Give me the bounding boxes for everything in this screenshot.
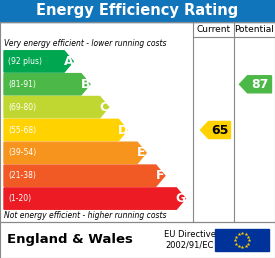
Polygon shape: [4, 142, 146, 164]
Text: (81-91): (81-91): [8, 80, 36, 89]
Text: D: D: [118, 124, 128, 136]
Bar: [0, 22, 275, 222]
Polygon shape: [4, 74, 90, 95]
Polygon shape: [4, 51, 73, 72]
Text: (69-80): (69-80): [8, 103, 36, 112]
Polygon shape: [4, 165, 165, 186]
Text: Not energy efficient - higher running costs: Not energy efficient - higher running co…: [4, 212, 166, 221]
Text: Potential: Potential: [235, 25, 274, 34]
Polygon shape: [4, 188, 185, 209]
Text: 65: 65: [211, 124, 228, 136]
Text: E: E: [138, 146, 146, 159]
Text: Very energy efficient - lower running costs: Very energy efficient - lower running co…: [4, 39, 166, 48]
Text: 87: 87: [251, 78, 268, 91]
Polygon shape: [200, 122, 230, 139]
Text: (21-38): (21-38): [8, 171, 36, 180]
Text: (55-68): (55-68): [8, 125, 36, 134]
Text: (39-54): (39-54): [8, 148, 36, 157]
Text: F: F: [156, 169, 164, 182]
Text: EU Directive
2002/91/EC: EU Directive 2002/91/EC: [164, 230, 216, 250]
Polygon shape: [4, 96, 109, 118]
Text: B: B: [81, 78, 90, 91]
Bar: [215, 229, 269, 251]
Bar: [0, 0, 275, 22]
Text: C: C: [100, 101, 109, 114]
Text: G: G: [176, 192, 186, 205]
Polygon shape: [240, 76, 271, 93]
Text: Energy Efficiency Rating: Energy Efficiency Rating: [36, 4, 239, 19]
Text: England & Wales: England & Wales: [7, 232, 133, 246]
Polygon shape: [4, 119, 127, 141]
Text: Current: Current: [196, 25, 230, 34]
Text: A: A: [64, 55, 73, 68]
Text: (1-20): (1-20): [8, 194, 31, 203]
Text: (92 plus): (92 plus): [8, 57, 42, 66]
